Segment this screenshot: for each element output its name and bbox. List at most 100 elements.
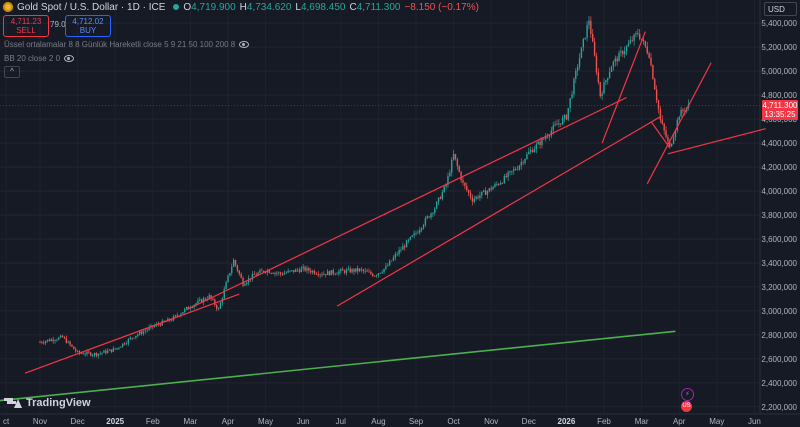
candle-body: [326, 271, 329, 276]
candle-body: [409, 236, 412, 240]
trendlines[interactable]: [24, 31, 766, 374]
candle-body: [618, 52, 620, 62]
candle-body: [663, 123, 665, 131]
candle-body: [407, 239, 410, 241]
candle-body: [424, 218, 427, 225]
candle-body: [445, 184, 447, 187]
candle-body: [454, 153, 457, 160]
time-tick-label: Nov: [484, 417, 498, 426]
trendline: [650, 121, 671, 149]
sell-label: SELL: [16, 26, 36, 35]
candle-body: [458, 166, 460, 172]
candle-body: [110, 349, 113, 352]
candle-body: [338, 271, 340, 274]
candle-body: [550, 130, 553, 136]
candle-body: [101, 352, 103, 354]
candle-body: [678, 116, 680, 120]
candle-body: [415, 233, 417, 234]
candlesticks: [39, 15, 690, 359]
candle-body: [351, 269, 353, 273]
candle-body: [216, 305, 218, 309]
candle-body: [50, 339, 52, 342]
candle-body: [357, 268, 359, 272]
candle-body: [560, 123, 562, 125]
candle-body: [122, 343, 124, 347]
candle-body: [411, 235, 413, 237]
candle-body: [41, 342, 43, 343]
candle-body: [622, 51, 624, 55]
candle-body: [586, 25, 588, 38]
time-tick-label: Feb: [597, 417, 611, 426]
candle-body: [187, 307, 190, 309]
candle-body: [548, 135, 551, 137]
price-tick-label: 4,000,000: [761, 187, 797, 196]
candle-body: [475, 196, 477, 199]
eye-icon[interactable]: [239, 41, 250, 48]
candle-body: [279, 272, 282, 274]
time-tick-label: 2026: [558, 417, 576, 426]
tradingview-logo[interactable]: TradingView: [4, 397, 91, 409]
candle-body: [138, 331, 141, 335]
lightning-icon[interactable]: ⚡: [681, 388, 694, 401]
time-axis[interactable]: ct Nov Dec 2025 Feb Mar Apr May Jun Jul Aug Sep Oct N…: [3, 417, 761, 426]
sell-button[interactable]: 4,711.23 SELL: [3, 15, 49, 37]
candle-body: [511, 170, 513, 172]
candle-body: [153, 325, 156, 327]
candle-body: [524, 158, 526, 163]
candle-body: [366, 270, 368, 272]
candle-body: [629, 40, 632, 44]
candle-body: [650, 57, 652, 66]
candle-body: [443, 186, 445, 193]
candle-body: [180, 313, 182, 316]
candle-body: [392, 257, 395, 261]
candle-body: [531, 150, 534, 153]
candle-body: [373, 276, 376, 277]
candle-body: [336, 273, 338, 275]
candle-body: [251, 273, 254, 280]
price-tick-label: 2,200,000: [761, 403, 797, 412]
candle-body: [278, 272, 280, 274]
us-flag-event-icon[interactable]: US: [681, 401, 692, 412]
time-tick-label: Apr: [222, 417, 235, 426]
candle-body: [238, 270, 240, 274]
candle-body: [120, 346, 122, 348]
indicator-ema-legend[interactable]: Üssel ortalamalar 8 8 Günlük Hareketli c…: [4, 40, 250, 49]
candle-body: [75, 349, 77, 352]
candle-body: [462, 180, 464, 183]
candle-body: [419, 229, 421, 233]
candle-body: [610, 66, 613, 72]
collapse-legend-button[interactable]: ^: [4, 66, 20, 78]
candle-body: [413, 233, 415, 236]
indicator-bb-legend[interactable]: BB 20 close 2 0: [4, 54, 75, 63]
candle-body: [381, 272, 383, 273]
candle-body: [665, 130, 667, 138]
time-tick-label: May: [709, 417, 724, 426]
candle-body: [39, 342, 41, 343]
eye-icon[interactable]: [64, 55, 75, 62]
price-axis[interactable]: 2,200,000 2,400,000 2,600,000 2,800,000 3,00…: [761, 19, 797, 412]
symbol-title[interactable]: Gold Spot / U.S. Dollar · 1D · ICE: [17, 1, 166, 13]
candle-body: [667, 137, 669, 142]
price-change: −8.150 (−0.17%): [404, 1, 479, 13]
candle-body: [118, 347, 120, 349]
candle-body: [293, 270, 295, 272]
candle-body: [375, 275, 378, 277]
candle-body: [217, 308, 220, 310]
candle-body: [449, 172, 451, 176]
candle-body: [522, 162, 524, 163]
time-tick-label: Aug: [371, 417, 385, 426]
price-tick-label: 5,200,000: [761, 43, 797, 52]
candle-body: [44, 341, 47, 343]
candle-body: [507, 172, 509, 178]
candle-body: [263, 270, 265, 273]
candle-body: [541, 138, 543, 145]
candle-body: [571, 94, 573, 99]
candle-body: [379, 272, 381, 274]
candle-body: [88, 351, 90, 353]
buy-button[interactable]: 4,712.02 BUY: [65, 15, 111, 37]
candle-body: [565, 115, 568, 120]
last-price-tag: 4,711.300 13:35:25: [762, 99, 798, 120]
currency-selector[interactable]: USD: [764, 2, 797, 16]
candle-body: [670, 143, 673, 147]
